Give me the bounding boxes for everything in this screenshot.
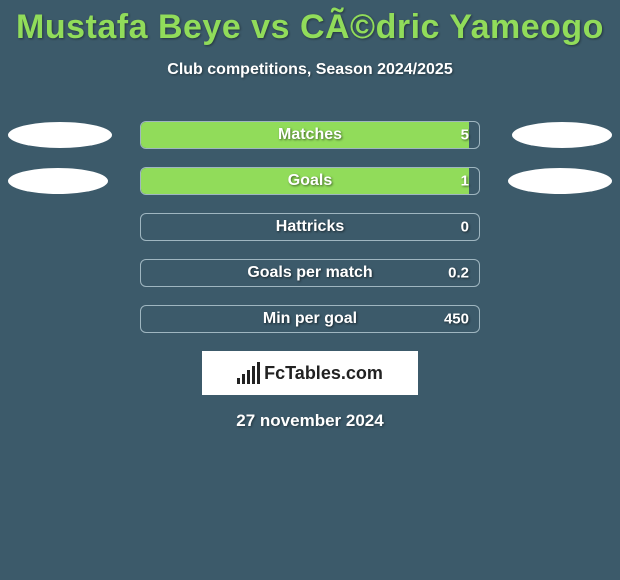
stat-bar: Goals per match 0.2	[140, 259, 480, 287]
stat-bar: Matches 5	[140, 121, 480, 149]
stat-label: Matches	[278, 126, 342, 144]
stat-value: 5	[461, 127, 469, 144]
stat-value: 0.2	[448, 265, 469, 282]
stat-label: Min per goal	[263, 310, 357, 328]
stat-bar: Min per goal 450	[140, 305, 480, 333]
stat-row-goals: Goals 1	[0, 167, 620, 195]
comparison-subtitle: Club competitions, Season 2024/2025	[0, 61, 620, 79]
stat-label: Hattricks	[276, 218, 344, 236]
stat-row-matches: Matches 5	[0, 121, 620, 149]
stat-rows: Matches 5 Goals 1 Hattricks 0 Goals per …	[0, 121, 620, 333]
stat-bar: Hattricks 0	[140, 213, 480, 241]
right-ellipse	[508, 168, 612, 194]
stat-value: 450	[444, 311, 469, 328]
comparison-title: Mustafa Beye vs CÃ©dric Yameogo	[0, 0, 620, 47]
left-ellipse	[8, 168, 108, 194]
logo-bars-icon	[237, 362, 260, 384]
stat-row-min-per-goal: Min per goal 450	[0, 305, 620, 333]
stat-bar: Goals 1	[140, 167, 480, 195]
stat-value: 1	[461, 173, 469, 190]
left-ellipse	[8, 122, 112, 148]
snapshot-date: 27 november 2024	[0, 411, 620, 431]
stat-row-goals-per-match: Goals per match 0.2	[0, 259, 620, 287]
right-ellipse	[512, 122, 612, 148]
stat-value: 0	[461, 219, 469, 236]
stat-row-hattricks: Hattricks 0	[0, 213, 620, 241]
stat-label: Goals	[288, 172, 332, 190]
stat-label: Goals per match	[247, 264, 372, 282]
logo-box: FcTables.com	[202, 351, 418, 395]
logo-text: FcTables.com	[264, 363, 383, 384]
